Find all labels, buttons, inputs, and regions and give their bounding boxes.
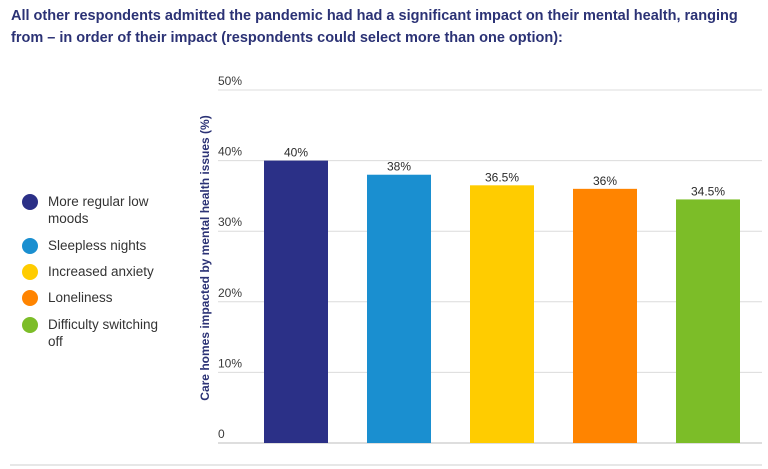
y-tick-label: 40% bbox=[218, 145, 242, 159]
bars bbox=[264, 160, 740, 443]
bar bbox=[264, 160, 328, 443]
legend-label: Difficulty switching off bbox=[48, 317, 159, 349]
y-tick-label: 20% bbox=[218, 286, 242, 300]
bar-value-label: 38% bbox=[387, 160, 411, 174]
intro-text: All other respondents admitted the pande… bbox=[11, 8, 738, 46]
legend-label: Loneliness bbox=[48, 290, 113, 305]
legend-item-low-moods: More regular low moods bbox=[22, 193, 168, 227]
bar-value-label: 40% bbox=[284, 146, 308, 160]
y-axis-label: Care homes impacted by mental health iss… bbox=[198, 115, 212, 400]
legend-item-loneliness: Loneliness bbox=[22, 289, 168, 306]
y-tick-label: 0 bbox=[218, 427, 225, 441]
legend-swatch bbox=[22, 317, 38, 333]
legend-swatch bbox=[22, 194, 38, 210]
legend-item-difficulty-switching-off: Difficulty switching off bbox=[22, 316, 168, 350]
y-axis-ticks: 0 10% 20% 30% 40% 50% bbox=[218, 74, 242, 441]
bar bbox=[573, 188, 637, 443]
data-labels: 40% 38% 36.5% 36% 34.5% bbox=[284, 146, 725, 199]
legend-swatch bbox=[22, 264, 38, 280]
bar-value-label: 36.5% bbox=[485, 170, 519, 184]
bar-value-label: 36% bbox=[593, 174, 617, 188]
y-tick-label: 10% bbox=[218, 356, 242, 370]
y-tick-label: 50% bbox=[218, 74, 242, 88]
legend-swatch bbox=[22, 290, 38, 306]
y-tick-label: 30% bbox=[218, 215, 242, 229]
legend-swatch bbox=[22, 238, 38, 254]
bar bbox=[676, 199, 740, 443]
legend-label: More regular low moods bbox=[48, 194, 149, 226]
legend-label: Increased anxiety bbox=[48, 264, 154, 279]
legend-item-increased-anxiety: Increased anxiety bbox=[22, 263, 168, 280]
bar bbox=[367, 174, 431, 443]
legend-item-sleepless-nights: Sleepless nights bbox=[22, 237, 168, 254]
bar-value-label: 34.5% bbox=[691, 184, 725, 198]
bar bbox=[470, 185, 534, 443]
legend-label: Sleepless nights bbox=[48, 238, 147, 253]
